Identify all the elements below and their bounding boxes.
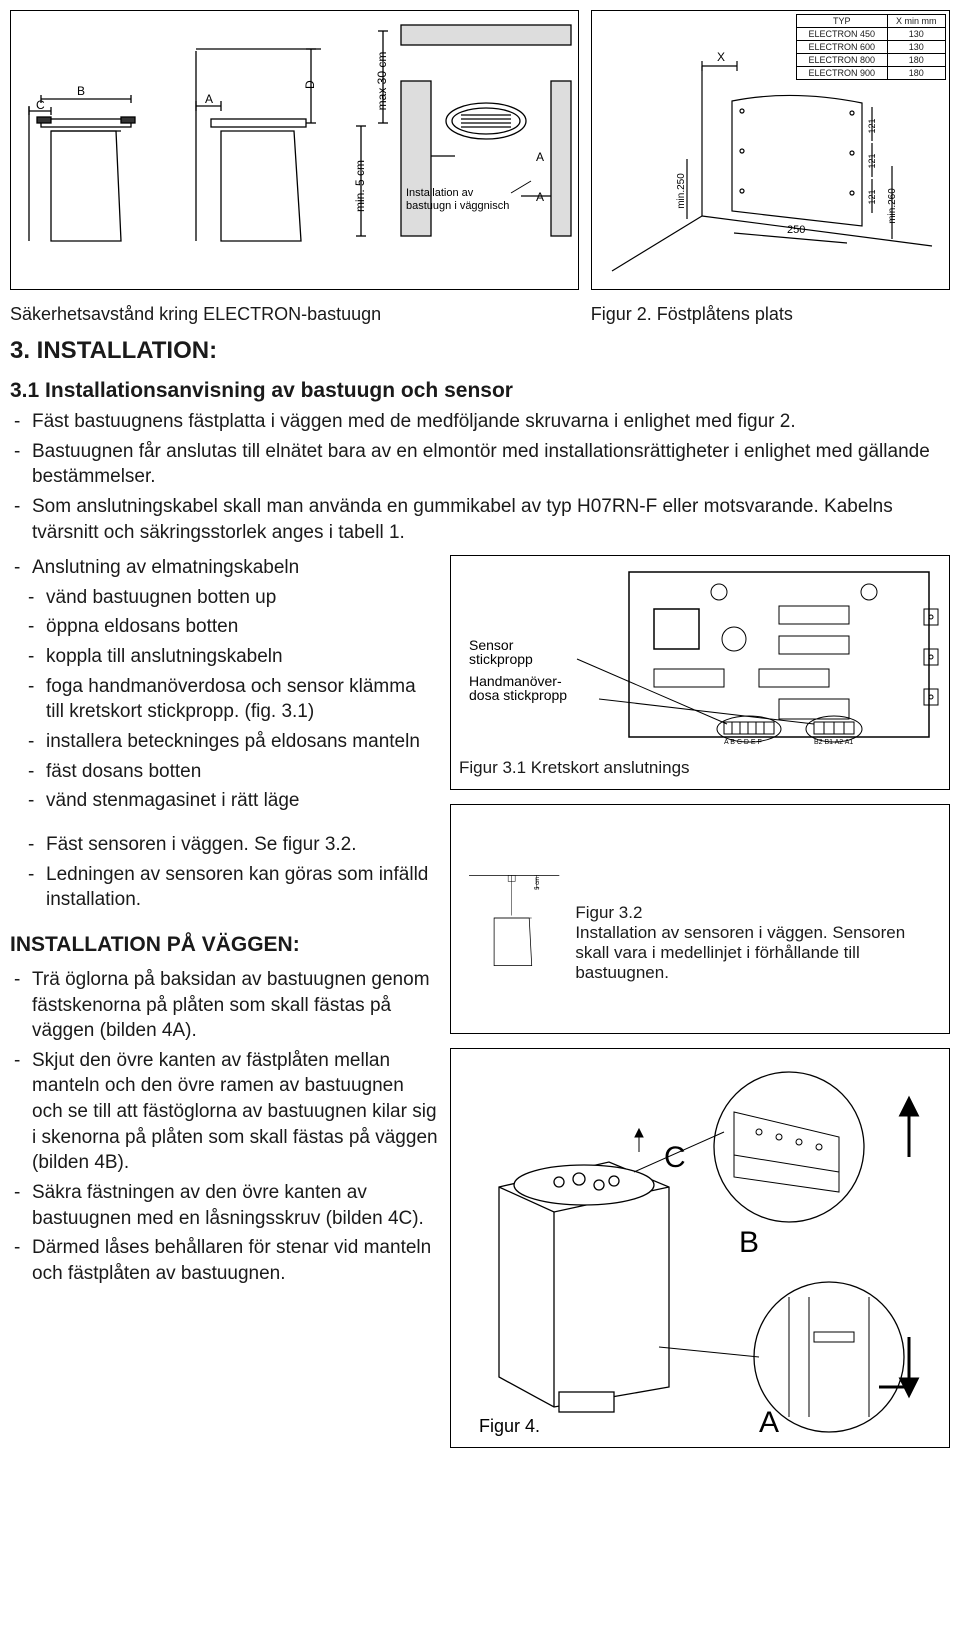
label-a: A: [205, 92, 213, 106]
p3: Som anslutningskabel skall man använda e…: [10, 494, 950, 545]
label-b: B: [77, 84, 85, 98]
fig31-caption: Figur 3.1 Kretskort anslutnings: [459, 758, 941, 778]
svg-text:A B C D E F: A B C D E F: [724, 739, 762, 746]
section-3-title: 3. INSTALLATION:: [10, 337, 950, 365]
label-max30: max 30 cm: [375, 52, 389, 111]
p2: Bastuugnen får anslutas till elnätet bar…: [10, 439, 950, 490]
fig32-caption: Figur 3.2 Installation av sensoren i väg…: [569, 813, 941, 1025]
caption-box2: Figur 2. Föstplåtens plats: [591, 298, 950, 325]
label-min250: min.250: [676, 173, 687, 209]
section-31-list: Fäst bastuugnens fästplatta i väggen med…: [10, 409, 950, 545]
svg-text:5 cm: 5 cm: [535, 877, 541, 890]
wall-list: Trä öglorna på baksidan av bastuugnen ge…: [10, 967, 438, 1287]
connection-sublist: vänd bastuugnen botten up öppna eldosans…: [10, 585, 438, 814]
label-250: 250: [787, 224, 805, 236]
label-min260: min.260: [887, 188, 898, 224]
label-121b: 121: [867, 153, 877, 168]
svg-text:dosa stickpropp: dosa stickpropp: [469, 687, 567, 703]
label-nisch-2: bastuugn i väggnisch: [406, 200, 509, 212]
svg-text:stickpropp: stickpropp: [469, 651, 533, 667]
label-121a: 121: [867, 118, 877, 133]
figure-4: C B A Figur 4.: [450, 1048, 950, 1448]
svg-text:B2 B1 A2 A1: B2 B1 A2 A1: [814, 739, 853, 746]
sensor-list: Fäst sensoren i väggen. Se figur 3.2. Le…: [10, 832, 438, 913]
svg-text:C: C: [664, 1141, 686, 1174]
svg-text:Figur 4.: Figur 4.: [479, 1416, 540, 1436]
mounting-plate-diagram: TYPX min mm ELECTRON 450130 ELECTRON 600…: [591, 10, 950, 290]
svg-text:B: B: [739, 1226, 759, 1259]
section-31-title: 3.1 Installationsanvisning av bastuugn o…: [10, 379, 950, 403]
p1: Fäst bastuugnens fästplatta i väggen med…: [10, 409, 950, 435]
connection-list: Anslutning av elmatningskabeln: [10, 555, 438, 581]
label-nisch-1: Installation av: [406, 187, 474, 199]
label-min5: min. 5 cm: [353, 160, 367, 212]
label-c: C: [36, 98, 45, 112]
conn-head: Anslutning av elmatningskabeln: [10, 555, 438, 581]
figure-3-2: 5 cm Figur 3.2 Installation av sensoren …: [450, 804, 950, 1034]
label-a-r1: A: [536, 150, 544, 164]
wall-title: INSTALLATION PÅ VÄGGEN:: [10, 933, 438, 957]
caption-box1: Säkerhetsavstånd kring ELECTRON-bastuugn: [10, 304, 579, 325]
label-a-r2: A: [536, 190, 544, 204]
label-x: X: [717, 50, 725, 64]
spec-table: TYPX min mm ELECTRON 450130 ELECTRON 600…: [796, 14, 946, 80]
svg-text:A: A: [759, 1406, 779, 1437]
safety-distance-diagram: B C A D: [10, 10, 579, 290]
figure-3-1: Sensor stickpropp Handmanöver- dosa stic…: [450, 555, 950, 790]
label-121c: 121: [867, 189, 877, 204]
label-d: D: [303, 80, 317, 89]
